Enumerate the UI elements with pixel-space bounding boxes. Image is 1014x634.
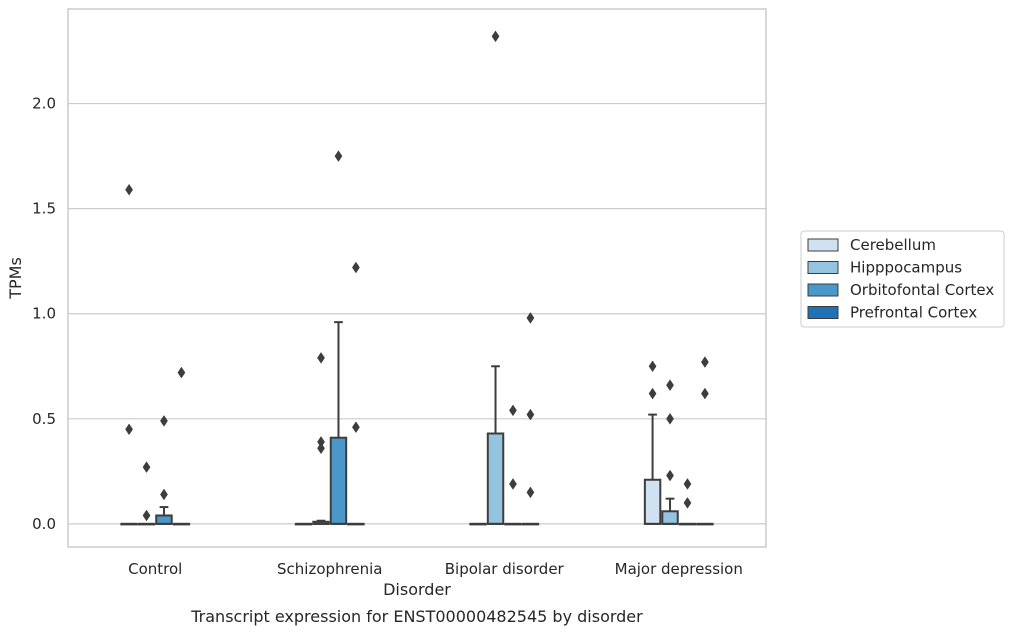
box-prefrontal-cortex xyxy=(347,261,365,526)
box-cerebellum xyxy=(643,360,662,525)
box xyxy=(661,510,679,525)
outlier-point xyxy=(666,379,674,392)
outlier-point xyxy=(160,415,168,427)
outlier-point xyxy=(177,366,186,379)
outlier-point xyxy=(526,486,535,499)
y-tick-label: 0.0 xyxy=(32,515,56,533)
x-tick-label: Control xyxy=(128,560,182,578)
outlier-point xyxy=(683,478,692,490)
outlier-point xyxy=(526,408,535,421)
box-orbitofontal-cortex xyxy=(504,404,522,526)
legend-label: Prefrontal Cortex xyxy=(850,304,977,322)
y-tick-label: 1.0 xyxy=(32,305,56,323)
box xyxy=(329,436,348,525)
outlier-point xyxy=(317,352,325,364)
legend: Cerebellum Hipppocampus Orbitofontal Corte… xyxy=(800,230,1005,328)
outlier-point xyxy=(352,421,360,434)
grid-lines xyxy=(68,102,766,525)
outlier-point xyxy=(648,387,657,400)
box-cerebellum xyxy=(469,522,487,526)
legend-frame xyxy=(800,230,1005,328)
outlier-point xyxy=(125,423,133,436)
x-tick-label: Major depression xyxy=(615,560,743,578)
box-prefrontal-cortex xyxy=(172,366,191,526)
box-plots xyxy=(120,30,714,526)
box-orbitofontal-cortex xyxy=(329,150,348,525)
y-axis-label: TPMs xyxy=(6,257,25,300)
legend-swatch xyxy=(807,283,839,297)
legend-item: Hipppocampus xyxy=(807,259,962,277)
x-tick-label: Bipolar disorder xyxy=(445,560,565,578)
legend-item: Cerebellum xyxy=(807,236,936,254)
box-cerebellum xyxy=(294,522,313,526)
outlier-point xyxy=(666,469,674,482)
outlier-point xyxy=(666,412,674,425)
box-orbitofontal-cortex xyxy=(678,478,697,526)
outlier-point xyxy=(509,478,517,490)
plot-area xyxy=(67,8,767,548)
outlier-point xyxy=(125,183,133,196)
x-axis: Control Schizophrenia Bipolar disorder Majo… xyxy=(128,560,743,578)
legend-item: Prefrontal Cortex xyxy=(807,304,977,322)
outlier-point xyxy=(648,360,657,373)
outlier-point xyxy=(142,461,151,473)
outlier-point xyxy=(334,150,343,162)
box xyxy=(155,514,173,525)
x-axis-label: Disorder xyxy=(383,580,451,599)
box-hipppocampus xyxy=(661,379,679,525)
outlier-point xyxy=(160,488,168,501)
y-tick-label: 1.5 xyxy=(32,200,56,218)
box-cerebellum xyxy=(120,183,138,526)
box-prefrontal-cortex xyxy=(696,356,714,526)
chart-title: Transcript expression for ENST0000048254… xyxy=(190,607,643,626)
box xyxy=(486,432,505,525)
outlier-point xyxy=(509,404,517,417)
legend-swatch xyxy=(807,306,839,319)
y-axis: 0.0 0.5 1.0 1.5 2.0 xyxy=(32,95,56,533)
outlier-point xyxy=(317,442,325,455)
legend-swatch xyxy=(807,238,839,252)
box xyxy=(643,478,662,525)
legend-label: Cerebellum xyxy=(850,236,936,254)
box-hipppocampus xyxy=(312,352,330,525)
y-tick-label: 0.5 xyxy=(32,410,56,428)
legend-label: Orbitofontal Cortex xyxy=(850,281,994,299)
outlier-point xyxy=(491,30,500,43)
box-hipppocampus xyxy=(486,30,505,525)
outlier-point xyxy=(142,509,151,522)
outlier-point xyxy=(526,312,535,324)
outlier-point xyxy=(701,356,709,368)
outlier-point xyxy=(352,261,360,274)
legend-label: Hipppocampus xyxy=(850,259,962,277)
outlier-point xyxy=(683,497,692,509)
box-prefrontal-cortex xyxy=(521,312,540,526)
box-hipppocampus xyxy=(137,461,156,526)
y-tick-label: 2.0 xyxy=(32,95,56,113)
legend-swatch xyxy=(807,261,839,274)
x-tick-label: Schizophrenia xyxy=(277,560,382,578)
box-orbitofontal-cortex xyxy=(155,415,173,525)
outlier-point xyxy=(701,387,709,400)
legend-item: Orbitofontal Cortex xyxy=(807,281,994,299)
